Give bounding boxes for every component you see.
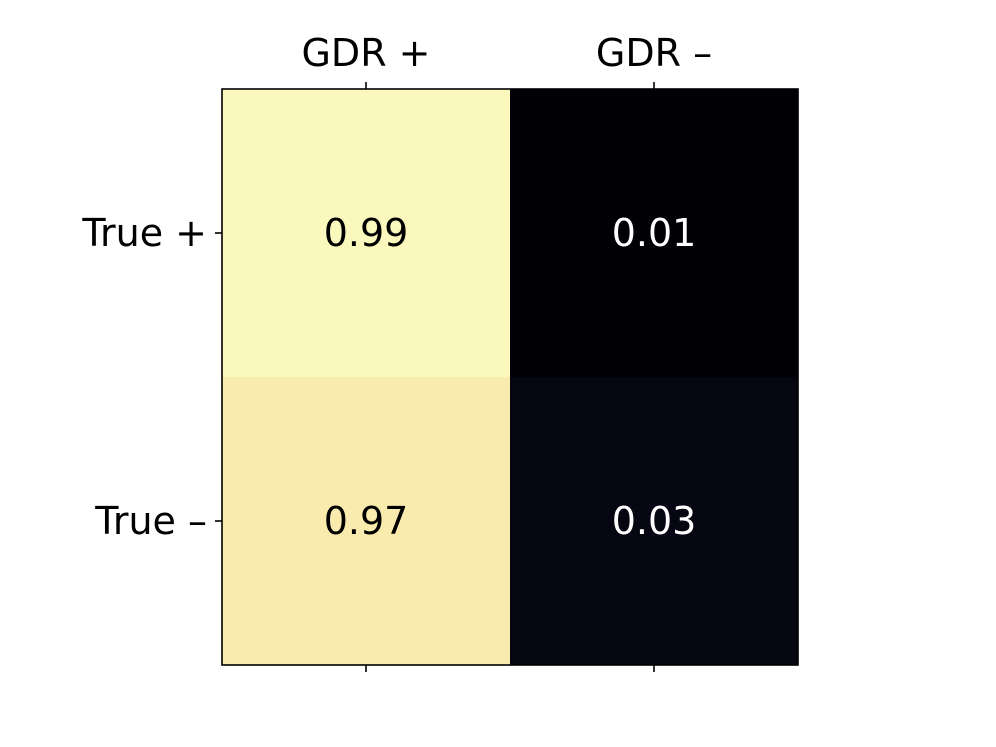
x-tick-label-0: GDR +	[301, 31, 430, 75]
y-tick-label-1: True –	[94, 499, 207, 543]
heatmap-cell-r0-c1	[510, 89, 798, 377]
x-tick-labels: GDR + GDR –	[301, 31, 712, 75]
heatmap-cell-r1-c1	[510, 377, 798, 665]
heatmap-cell-labels: 0.99 0.01 0.97 0.03	[324, 211, 697, 543]
x-tick-label-1: GDR –	[596, 31, 712, 75]
axis-ticks	[215, 82, 655, 672]
plot-frame	[221, 88, 799, 666]
y-tick-labels: True + True –	[81, 211, 207, 543]
cell-value-label-r0-c0: 0.99	[324, 211, 409, 255]
y-tick-label-0: True +	[81, 211, 207, 255]
cell-value-label-r1-c0: 0.97	[324, 499, 409, 543]
heatmap-cell-r1-c0	[222, 377, 510, 665]
heatmap-cells	[222, 89, 798, 665]
heatmap-cell-r0-c0	[222, 89, 510, 377]
cell-value-label-r1-c1: 0.03	[612, 499, 697, 543]
cell-value-label-r0-c1: 0.01	[612, 211, 697, 255]
